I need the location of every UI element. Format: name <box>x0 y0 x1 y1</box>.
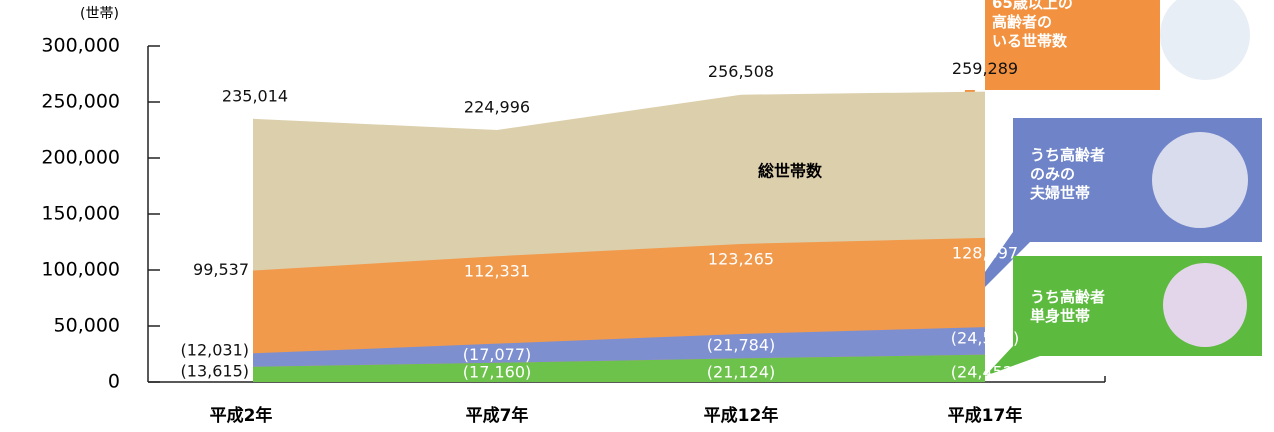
value-label: (21,784) <box>707 335 775 354</box>
value-label: (24,452) <box>951 363 1019 382</box>
y-tick-label: 50,000 <box>54 315 120 337</box>
y-tick-label: 0 <box>108 371 120 393</box>
value-label: (17,160) <box>463 363 531 382</box>
x-tick-label: 平成12年 <box>704 405 779 426</box>
illustration <box>1152 132 1248 228</box>
x-tick-label: 平成17年 <box>948 405 1023 426</box>
value-label: (24,577) <box>951 329 1019 348</box>
legend-entry: 65歳以上の 高齢者の いる世帯数 <box>992 0 1073 51</box>
x-tick-label: 平成7年 <box>466 405 529 426</box>
y-tick-label: 300,000 <box>41 35 120 57</box>
y-tick-label: 100,000 <box>41 259 120 281</box>
legend-entry: うち高齢者 単身世帯 <box>1030 288 1105 326</box>
value-label: 128,697 <box>952 243 1018 262</box>
value-label: 235,014 <box>222 86 288 105</box>
illustration <box>1163 263 1247 347</box>
y-tick-label: 250,000 <box>41 91 120 113</box>
value-label: 259,289 <box>952 59 1018 78</box>
y-unit-label: (世帯) <box>80 6 119 22</box>
legend-entry: うち高齢者 のみの 夫婦世帯 <box>1030 146 1105 203</box>
chart: (世帯) 0 50,000 100,000 150,000 200,000 250,000… <box>0 0 1274 432</box>
value-label: 99,537 <box>193 260 249 279</box>
value-label: (12,031) <box>181 341 249 360</box>
plot-area: 0 50,000 100,000 150,000 200,000 250,000 300,0… <box>41 35 1105 427</box>
value-label: 224,996 <box>464 98 530 117</box>
value-label: 112,331 <box>464 262 530 281</box>
series-label: 総世帯数 <box>758 162 823 181</box>
illustration <box>1160 0 1250 80</box>
value-label: 256,508 <box>708 62 774 81</box>
value-label: (21,124) <box>707 363 775 382</box>
value-label: (17,077) <box>463 345 531 364</box>
x-tick-label: 平成2年 <box>210 405 273 426</box>
value-label: 123,265 <box>708 249 774 268</box>
y-tick-label: 150,000 <box>41 203 120 225</box>
y-tick-label: 200,000 <box>41 147 120 169</box>
value-label: (13,615) <box>181 362 249 381</box>
page: (世帯) 0 50,000 100,000 150,000 200,000 250,000… <box>0 0 1274 432</box>
